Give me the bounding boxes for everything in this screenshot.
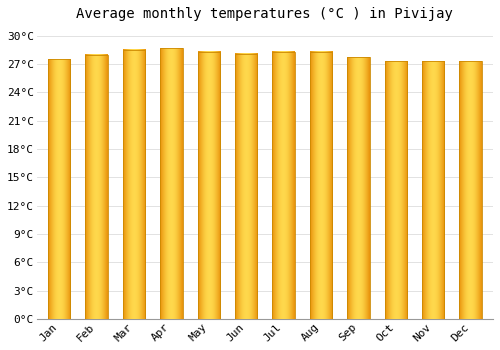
Bar xyxy=(272,52,295,319)
Bar xyxy=(86,55,108,319)
Bar xyxy=(198,52,220,319)
Bar xyxy=(347,57,370,319)
Bar xyxy=(160,48,182,319)
Bar xyxy=(48,59,70,319)
Bar xyxy=(310,52,332,319)
Bar xyxy=(235,54,258,319)
Title: Average monthly temperatures (°C ) in Pivijay: Average monthly temperatures (°C ) in Pi… xyxy=(76,7,454,21)
Bar xyxy=(123,50,145,319)
Bar xyxy=(384,61,407,319)
Bar xyxy=(422,61,444,319)
Bar xyxy=(460,61,482,319)
